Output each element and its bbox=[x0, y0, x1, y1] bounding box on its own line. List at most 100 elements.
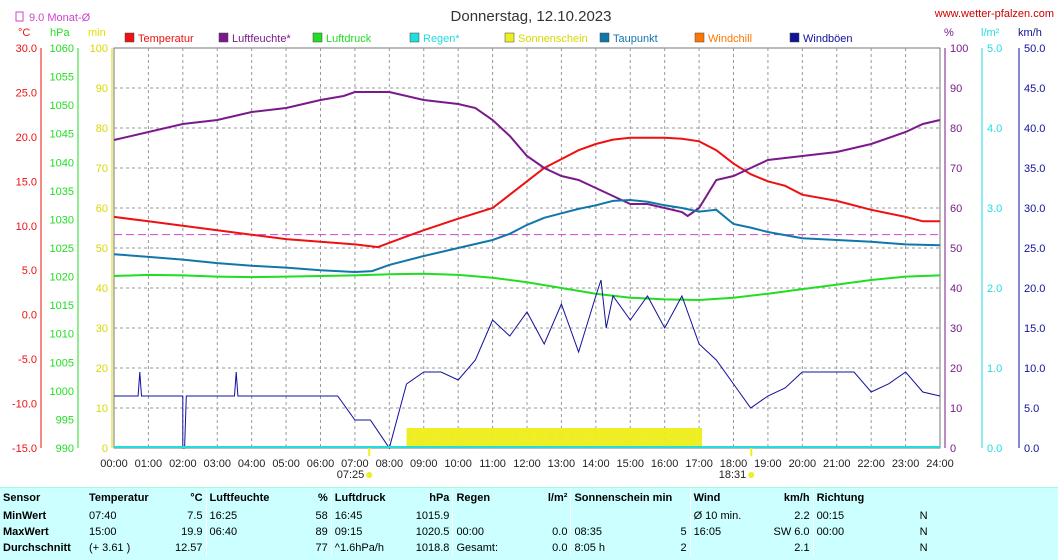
axis-tick-label: 995 bbox=[56, 414, 74, 426]
sunshine-bar bbox=[461, 428, 465, 448]
stats-cell: 16:45 bbox=[330, 508, 413, 524]
sunshine-bar bbox=[535, 428, 539, 448]
legend-swatch bbox=[504, 32, 515, 43]
axis-tick-label: 1025 bbox=[50, 243, 74, 255]
sunshine-bar bbox=[429, 428, 433, 448]
chart-axes: 30.0 25.0 20.0 15.0 10.0 5.0 0.0 -5.0 -10.0 -15.0… bbox=[12, 43, 1046, 455]
axis-tick-label: 1010 bbox=[50, 329, 74, 341]
stats-cell: N bbox=[919, 526, 928, 538]
x-tick-label: 13:00 bbox=[548, 458, 576, 470]
axis-tick-label: 0.0 bbox=[1024, 443, 1039, 455]
axis-tick-label: 15.0 bbox=[16, 176, 37, 188]
stats-cell: 2.2 bbox=[794, 510, 810, 522]
statistics-table: Sensor Temperatur °C Luftfeuchte % Luftd… bbox=[0, 488, 931, 556]
axis-tick-label: 100 bbox=[950, 43, 968, 55]
sunshine-bar bbox=[409, 428, 413, 448]
sunshine-bar bbox=[664, 428, 668, 448]
sunshine-bar bbox=[521, 428, 525, 448]
stats-unit-temp: °C bbox=[190, 492, 203, 504]
stats-cell: 58 bbox=[315, 510, 328, 522]
sunshine-bar bbox=[584, 428, 588, 448]
sunshine-bar bbox=[567, 428, 571, 448]
stats-cell: (+ 3.61 ) bbox=[89, 542, 131, 554]
sunshine-bar bbox=[555, 428, 559, 448]
x-tick-label: 12:00 bbox=[513, 458, 541, 470]
sunshine-bar bbox=[638, 428, 642, 448]
x-tick-label: 18:00 bbox=[720, 458, 748, 470]
sunshine-bar bbox=[492, 428, 496, 448]
axis-tick-label: 1.0 bbox=[987, 363, 1002, 375]
pressure-unit-label: hPa bbox=[50, 27, 70, 39]
series-line bbox=[113, 198, 941, 274]
stats-cell: 1020.5 bbox=[415, 526, 450, 538]
x-tick-label: 24:00 bbox=[926, 458, 954, 470]
sunshine-bar bbox=[440, 428, 444, 448]
sunshine-bar bbox=[670, 428, 674, 448]
stats-header-sensor: Sensor bbox=[3, 492, 41, 504]
x-tick-label: 00:00 bbox=[100, 458, 128, 470]
axis-tick-label: 30.0 bbox=[16, 43, 37, 55]
axis-tick-label: 5.0 bbox=[1024, 403, 1039, 415]
chart-legend: Temperatur Luftfeuchte* Luftdruck Regen* Son… bbox=[124, 32, 853, 45]
sunshine-bar bbox=[426, 428, 430, 448]
series-line bbox=[114, 279, 941, 450]
stats-row-label: MinWert bbox=[3, 510, 47, 522]
axis-tick-label: 60 bbox=[950, 203, 962, 215]
sunshine-bar bbox=[432, 428, 436, 448]
legend-label: Windchill bbox=[708, 33, 752, 45]
stats-cell: 0.0 bbox=[552, 526, 568, 538]
axis-tick-label: 3.0 bbox=[987, 203, 1002, 215]
stats-cell: 09:15 bbox=[330, 524, 413, 540]
stats-cell: 07:40 bbox=[89, 510, 117, 522]
legend-swatch bbox=[312, 32, 323, 43]
stats-header-direction: Richtung bbox=[812, 488, 910, 508]
sunshine-bar bbox=[615, 428, 619, 448]
legend-label: Luftfeuchte* bbox=[232, 33, 291, 45]
axis-tick-label: 40.0 bbox=[1024, 123, 1045, 135]
sunshine-bar bbox=[693, 428, 697, 448]
chart-title: Donnerstag, 12.10.2023 bbox=[451, 8, 612, 25]
sunshine-bar bbox=[564, 428, 568, 448]
stats-cell: Gesamt: bbox=[452, 540, 535, 556]
legend-label: Windböen bbox=[803, 33, 853, 45]
axis-tick-label: 30 bbox=[950, 323, 962, 335]
sunshine-bar bbox=[423, 428, 427, 448]
axis-tick-label: 1055 bbox=[50, 72, 74, 84]
axis-tick-label: 25.0 bbox=[16, 87, 37, 99]
site-link[interactable]: www.wetter-pfalzen.com bbox=[934, 8, 1054, 20]
stats-unit-humidity: % bbox=[318, 492, 328, 504]
stats-cell: SW 6.0 bbox=[773, 526, 810, 538]
series-line bbox=[113, 91, 941, 218]
axis-tick-label: 45.0 bbox=[1024, 83, 1045, 95]
sunshine-bar bbox=[575, 428, 579, 448]
stats-unit-rain: l/m² bbox=[547, 492, 568, 504]
stats-cell: 08:35 bbox=[570, 524, 678, 540]
sunshine-bar bbox=[667, 428, 671, 448]
stats-cell: 0.0 bbox=[552, 542, 568, 554]
x-tick-label: 08:00 bbox=[376, 458, 404, 470]
sunrise-time: 07:25 bbox=[337, 469, 365, 481]
sunshine-bar bbox=[699, 428, 703, 448]
sunshine-bar bbox=[481, 428, 485, 448]
axis-tick-label: 1040 bbox=[50, 157, 74, 169]
x-tick-label: 03:00 bbox=[203, 458, 231, 470]
sunshine-bar bbox=[690, 428, 694, 448]
sunshine-bar bbox=[541, 428, 545, 448]
stats-row-min: MinWert 07:40 7.5 16:25 58 16:45 1015.9 … bbox=[0, 508, 931, 524]
x-tick-label: 04:00 bbox=[238, 458, 266, 470]
axis-tick-label: 70 bbox=[96, 163, 108, 175]
axis-tick-label: 1015 bbox=[50, 300, 74, 312]
legend-label: Sonnenschein bbox=[518, 33, 588, 45]
chart-plot-area bbox=[113, 91, 941, 450]
stats-cell: 8:05 h bbox=[570, 540, 678, 556]
sunshine-bar bbox=[684, 428, 688, 448]
axis-tick-label: 80 bbox=[950, 123, 962, 135]
stats-header-sunshine: Sonnenschein min bbox=[570, 488, 678, 508]
sunshine-bar bbox=[633, 428, 637, 448]
stats-cell: 00:00 bbox=[452, 524, 535, 540]
stats-header-pressure: Luftdruck bbox=[330, 488, 413, 508]
axis-tick-label: 1035 bbox=[50, 186, 74, 198]
sunshine-bar bbox=[475, 428, 479, 448]
x-tick-label: 16:00 bbox=[651, 458, 679, 470]
axis-tick-label: 60 bbox=[96, 203, 108, 215]
